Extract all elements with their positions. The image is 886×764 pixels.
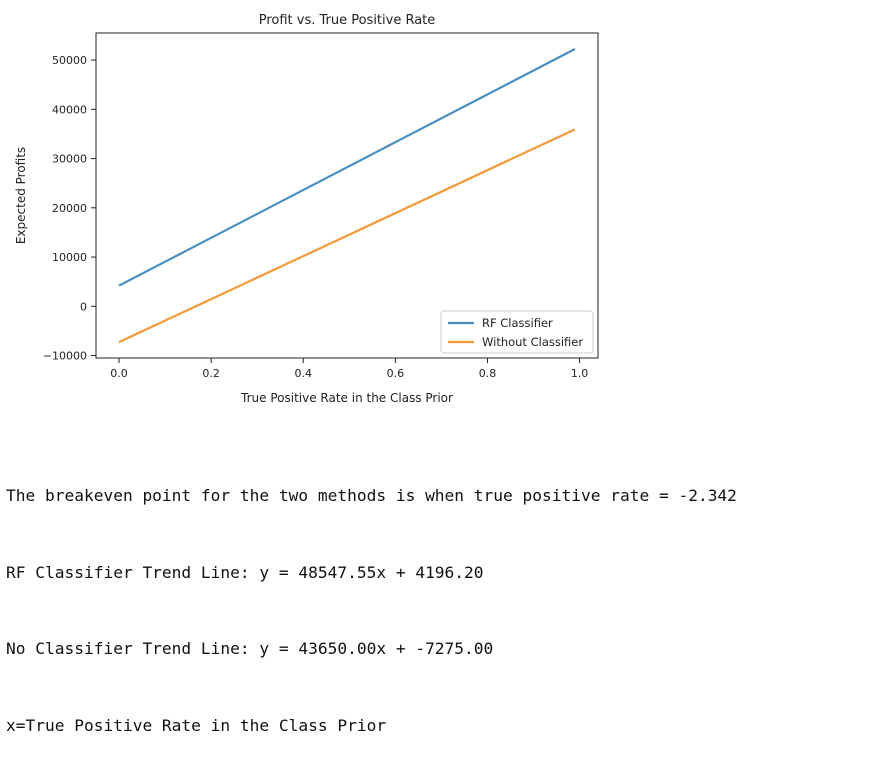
legend-box <box>440 310 594 354</box>
series-line-rf-classifier <box>118 47 576 287</box>
legend-label: RF Classifier <box>482 316 553 330</box>
y-tick-label: −10000 <box>43 350 87 363</box>
chart-title: Profit vs. True Positive Rate <box>259 13 436 28</box>
x-tick-label: 1.0 <box>571 367 589 380</box>
output-line-breakeven: The breakeven point for the two methods … <box>6 486 737 505</box>
x-tick-label: 0.8 <box>479 367 497 380</box>
x-tick-label: 0.2 <box>202 367 220 380</box>
y-tick-label: 50000 <box>52 54 87 67</box>
series-lines <box>118 47 576 344</box>
chart-figure: Profit vs. True Positive Rate Expected P… <box>14 13 599 405</box>
y-tick-label: 20000 <box>52 202 87 215</box>
output-line-x-definition: x=True Positive Rate in the Class Prior <box>6 715 387 735</box>
legend: RF Classifier Without Classifier <box>440 310 594 354</box>
y-tick-label: 0 <box>80 300 87 313</box>
console-output: The breakeven point for the two methods … <box>6 432 737 764</box>
x-axis-label: True Positive Rate in the Class Prior <box>240 391 453 405</box>
output-line-rf-trend: RF Classifier Trend Line: y = 48547.55x … <box>6 562 484 582</box>
legend-label: Without Classifier <box>482 335 583 349</box>
x-tick-label: 0.0 <box>110 367 128 380</box>
x-tick-label: 0.4 <box>294 367 312 380</box>
y-tick-label: 30000 <box>52 153 87 166</box>
plot-frame <box>95 32 599 359</box>
y-axis-label: Expected Profits <box>14 147 28 244</box>
series-line-without-classifier <box>118 128 576 344</box>
axis-ticks: 0.0 0.2 0.4 0.6 0.8 1.0 −10000 0 10000 20000 30000… <box>43 54 589 380</box>
x-tick-label: 0.6 <box>387 367 405 380</box>
profit-chart: Profit vs. True Positive Rate Expected P… <box>14 13 599 405</box>
output-line-no-classifier-trend: No Classifier Trend Line: y = 43650.00x … <box>6 639 494 658</box>
y-tick-label: 40000 <box>52 103 87 116</box>
y-tick-label: 10000 <box>52 251 87 264</box>
